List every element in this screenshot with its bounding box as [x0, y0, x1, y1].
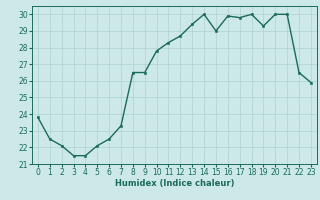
X-axis label: Humidex (Indice chaleur): Humidex (Indice chaleur) — [115, 179, 234, 188]
